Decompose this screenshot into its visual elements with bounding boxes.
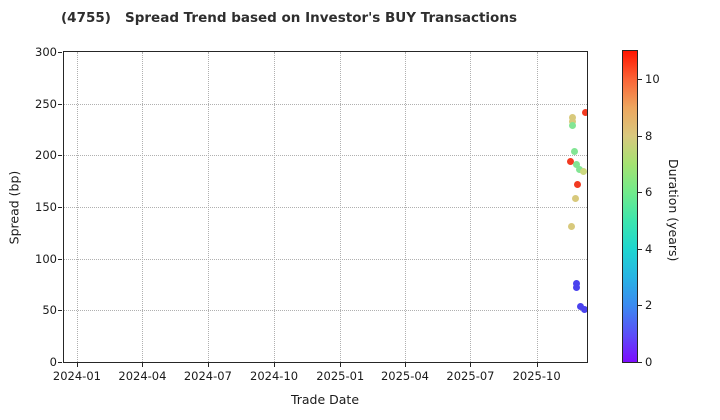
x-tick-mark (404, 363, 406, 367)
y-tick-mark (58, 103, 62, 105)
grid-line-y (64, 207, 587, 208)
y-tick-label: 50 (42, 303, 57, 318)
y-tick-label: 250 (35, 96, 57, 111)
data-point (572, 279, 580, 287)
colorbar-tick-mark (638, 305, 642, 307)
x-tick-mark (274, 363, 276, 367)
y-tick-mark (58, 207, 62, 208)
y-tick-mark (58, 155, 62, 157)
x-tick-mark (470, 363, 472, 367)
x-tick-label: 2025-07 (446, 369, 495, 383)
x-tick-label: 2024-04 (118, 369, 167, 383)
colorbar-tick-label: 2 (645, 298, 653, 313)
x-tick-mark (340, 363, 342, 367)
data-point (569, 117, 577, 125)
x-tick-label: 2025-10 (512, 369, 561, 383)
data-point (582, 109, 587, 117)
colorbar-tick-mark (638, 79, 642, 81)
x-tick-label: 2024-10 (250, 369, 299, 383)
colorbar-tick-label: 0 (645, 355, 653, 369)
x-tick-mark (207, 363, 209, 367)
colorbar-tick-label: 10 (645, 72, 660, 87)
y-tick-mark (58, 258, 62, 260)
y-tick-mark (58, 310, 62, 312)
x-tick-label: 2024-01 (52, 369, 101, 383)
colorbar-gradient (623, 51, 637, 362)
x-tick-mark (142, 363, 144, 367)
y-tick-mark (58, 52, 62, 53)
y-tick-label: 150 (35, 200, 57, 214)
y-axis-label: Spread (bp) (6, 170, 22, 245)
data-point (576, 166, 584, 174)
y-tick-label: 100 (35, 251, 57, 266)
plot-area (63, 51, 588, 363)
y-tick-label: 300 (35, 45, 57, 59)
x-tick-mark (76, 363, 78, 367)
data-point (579, 168, 587, 176)
data-point (580, 305, 587, 313)
data-point (572, 284, 580, 292)
colorbar-tick-mark (638, 362, 642, 363)
data-point (569, 113, 577, 121)
y-tick-label: 0 (49, 355, 57, 369)
y-tick-label: 200 (35, 148, 57, 163)
colorbar (622, 50, 638, 363)
colorbar-tick-mark (638, 248, 642, 250)
grid-line-y (64, 103, 587, 105)
x-tick-mark (536, 363, 538, 367)
x-tick-label: 2025-04 (380, 369, 430, 383)
data-point (569, 121, 577, 129)
colorbar-tick-label: 4 (645, 241, 653, 256)
data-point (571, 195, 579, 203)
grid-line-y (64, 310, 587, 312)
colorbar-label: Duration (years) (666, 158, 681, 262)
colorbar-tick-mark (638, 192, 642, 194)
y-tick-mark (58, 362, 62, 363)
x-tick-label: 2025-01 (316, 369, 365, 383)
data-point (577, 302, 585, 310)
data-point (572, 161, 580, 169)
data-point (570, 147, 578, 155)
data-point (567, 223, 575, 231)
x-tick-label: 2024-07 (183, 369, 232, 383)
colorbar-tick-mark (638, 135, 642, 137)
x-axis-label: Trade Date (290, 392, 360, 407)
grid-line-y (64, 258, 587, 260)
grid-line-y (64, 155, 587, 157)
data-point (566, 158, 574, 166)
data-point (574, 180, 582, 188)
colorbar-tick-label: 6 (645, 185, 653, 200)
chart-title: (4755) Spread Trend based on Investor's … (61, 10, 517, 26)
colorbar-tick-label: 8 (645, 128, 653, 143)
